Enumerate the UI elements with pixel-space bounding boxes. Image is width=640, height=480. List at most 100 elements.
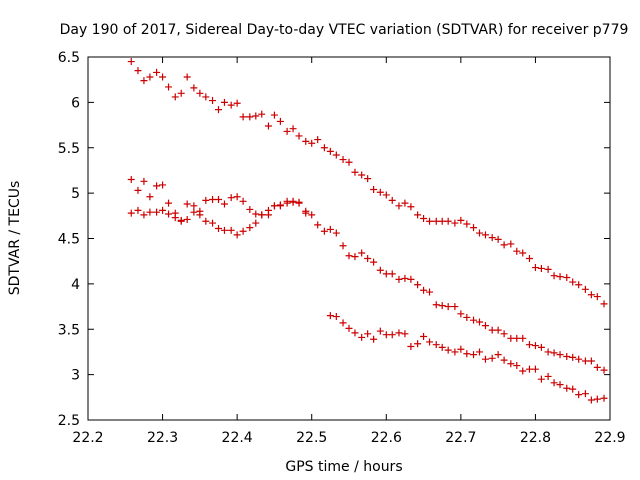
data-point — [289, 125, 297, 133]
x-tick-label: 22.2 — [72, 430, 103, 446]
data-point — [270, 111, 278, 119]
data-point — [276, 117, 284, 125]
data-point — [202, 93, 210, 101]
data-point — [382, 191, 390, 199]
data-point — [426, 217, 434, 225]
data-point — [463, 313, 471, 321]
data-point — [451, 303, 459, 311]
data-point — [388, 331, 396, 339]
data-point — [550, 349, 558, 357]
data-point — [544, 265, 552, 273]
data-point — [351, 168, 359, 176]
data-point — [414, 281, 422, 289]
data-point — [264, 211, 272, 219]
x-tick-label: 22.5 — [296, 430, 327, 446]
data-point — [500, 356, 508, 364]
data-point — [581, 357, 589, 365]
data-point — [127, 58, 135, 66]
data-point — [252, 210, 260, 218]
data-point — [556, 381, 564, 389]
data-point — [270, 202, 278, 210]
data-point — [358, 249, 366, 257]
data-point — [451, 348, 459, 356]
data-point — [183, 215, 191, 223]
data-point — [481, 322, 489, 330]
data-point — [183, 200, 191, 208]
data-point — [444, 303, 452, 311]
data-point — [575, 281, 583, 289]
y-tick-label: 5.5 — [58, 141, 80, 157]
data-point — [525, 365, 533, 373]
data-point — [370, 258, 378, 266]
data-point — [209, 219, 217, 227]
data-point — [165, 83, 173, 91]
data-point — [320, 227, 328, 235]
data-point — [395, 202, 403, 210]
data-point — [470, 351, 478, 359]
data-point — [140, 177, 148, 185]
data-point — [339, 319, 347, 327]
data-point — [481, 355, 489, 363]
data-point — [220, 98, 228, 106]
data-point — [382, 270, 390, 278]
data-point — [177, 89, 185, 97]
data-point — [420, 215, 428, 223]
data-point — [388, 270, 396, 278]
y-tick-label: 6 — [71, 95, 80, 111]
data-point — [376, 266, 384, 274]
data-point — [513, 334, 521, 342]
data-point — [420, 286, 428, 294]
plot-frame — [87, 56, 611, 421]
data-point — [494, 351, 502, 359]
data-point — [140, 77, 148, 85]
data-point — [370, 185, 378, 193]
data-point — [519, 334, 527, 342]
data-point — [127, 176, 135, 184]
data-point — [432, 301, 440, 309]
data-point — [401, 199, 409, 207]
data-point — [432, 341, 440, 349]
data-point — [165, 199, 173, 207]
data-point — [326, 147, 334, 155]
data-point — [544, 348, 552, 356]
data-point — [127, 209, 135, 217]
data-point — [153, 182, 161, 190]
data-point — [295, 132, 303, 140]
data-point — [500, 241, 508, 249]
data-point — [388, 196, 396, 204]
data-point — [414, 340, 422, 348]
series-upper — [127, 58, 608, 308]
data-point — [438, 343, 446, 351]
data-point — [246, 224, 254, 232]
data-point — [177, 216, 185, 224]
axis-ticks: 22.2 22.3 22.4 22.5 22.6 22.7 22.8 22.9 2.5 3 3.5 4… — [58, 50, 626, 446]
data-point — [351, 253, 359, 261]
data-point — [376, 188, 384, 196]
data-point — [463, 350, 471, 358]
data-point — [196, 89, 204, 97]
data-point — [332, 151, 340, 159]
data-point — [556, 273, 564, 281]
x-tick-label: 22.4 — [222, 430, 253, 446]
data-point — [550, 379, 558, 387]
data-point — [209, 195, 217, 203]
data-point — [531, 264, 539, 272]
data-point — [569, 353, 577, 361]
y-tick-label: 4.5 — [58, 232, 80, 248]
data-point — [593, 395, 601, 403]
data-point — [382, 331, 390, 339]
data-point — [227, 194, 235, 202]
x-tick-label: 22.3 — [147, 430, 178, 446]
data-point — [233, 193, 241, 201]
data-point — [146, 208, 154, 216]
data-point — [470, 316, 478, 324]
data-point — [569, 385, 577, 393]
data-point — [507, 240, 515, 248]
data-point — [488, 234, 496, 242]
data-point — [233, 231, 241, 239]
y-tick-label: 5 — [71, 186, 80, 202]
data-point — [351, 329, 359, 337]
data-point — [153, 68, 161, 76]
data-point — [507, 334, 515, 342]
